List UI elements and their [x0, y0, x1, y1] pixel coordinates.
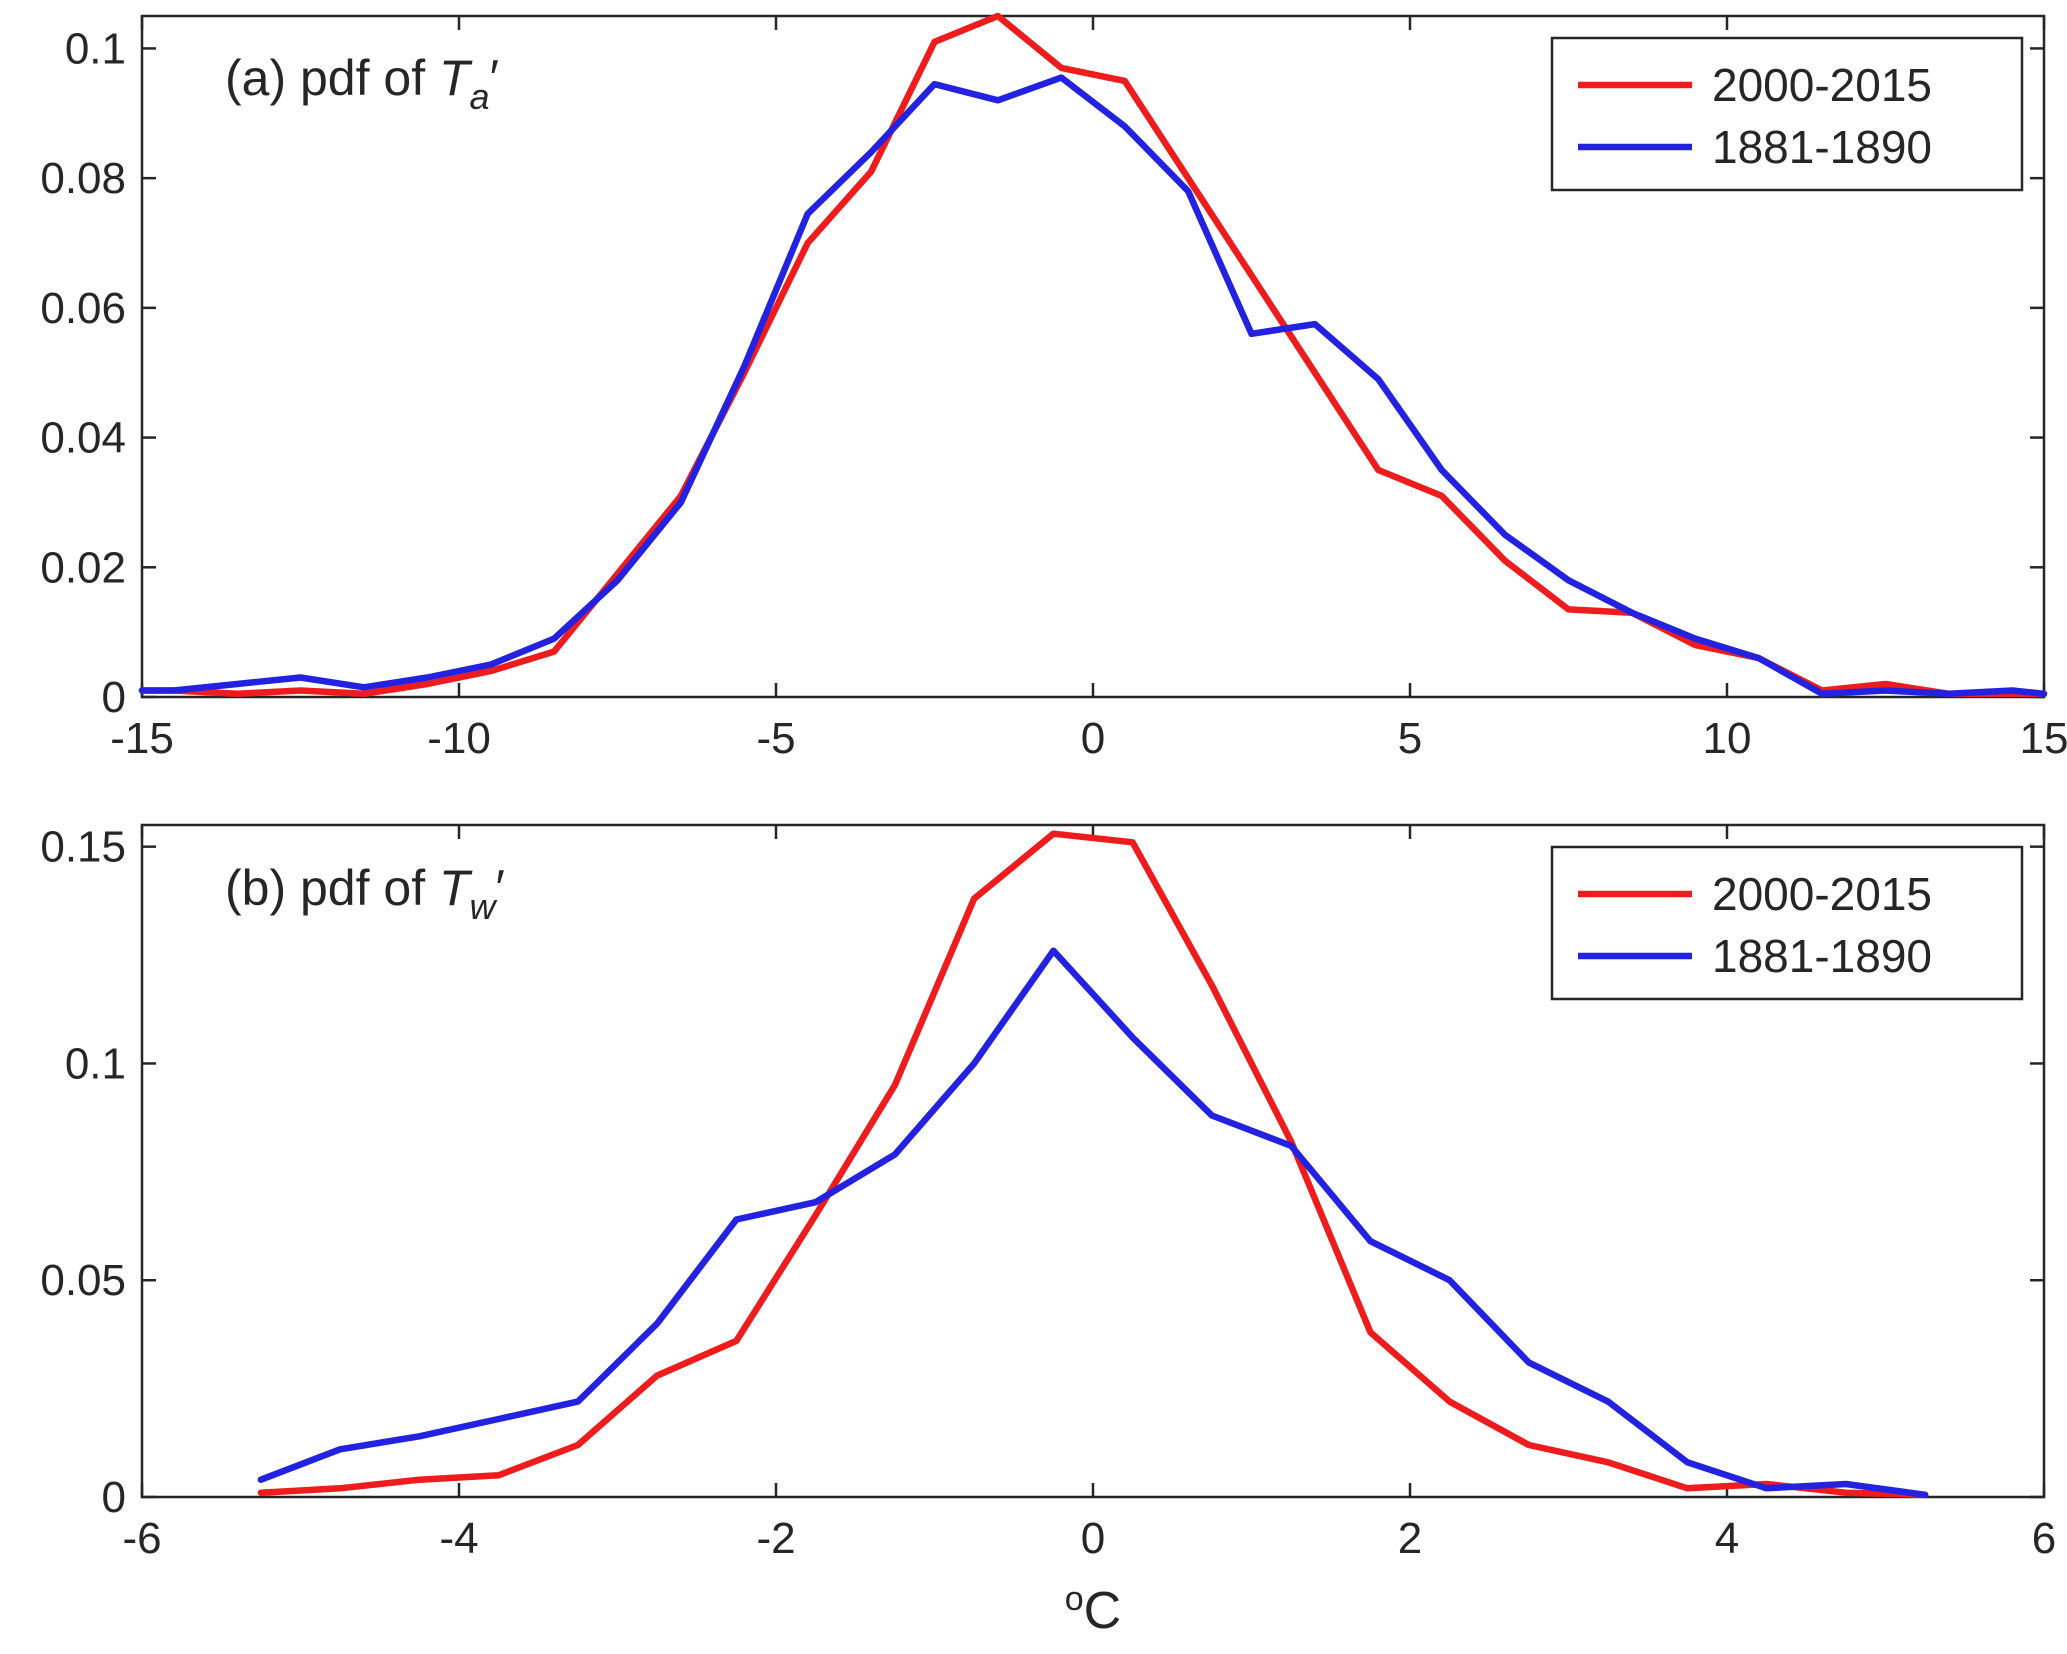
- x-tick-label: 2: [1398, 1514, 1422, 1563]
- x-tick-label: -5: [756, 714, 795, 763]
- x-tick-label: -10: [427, 714, 491, 763]
- panel-a: -15 -10 -5 0 5 10 15 0 0.02 0.04 0.06 0.08 0.1 (a) pd…: [40, 12, 2067, 763]
- y-tick-label: 0.08: [40, 154, 126, 203]
- series-line-2000-2015: [257, 830, 1929, 1499]
- panel-b: -6 -4 -2 0 2 4 6 0 0.05 0.1 0.15 (b) pdf of Tw′ 2000…: [40, 823, 2056, 1640]
- y-tick-label: 0.1: [65, 24, 126, 73]
- y-tick-label: 0: [102, 1473, 126, 1522]
- y-tick-label: 0.04: [40, 414, 126, 463]
- x-tick-label: 5: [1398, 714, 1422, 763]
- legend-box: [1550, 845, 2024, 1001]
- legend-box: [1550, 36, 2024, 192]
- panel-title-b: (b) pdf of Tw′: [225, 860, 505, 927]
- x-tick-label: 4: [1715, 1514, 1739, 1563]
- y-tick-label: 0.06: [40, 284, 126, 333]
- series-line-1881-1890: [257, 947, 1929, 1499]
- x-axis-label: oC: [1065, 1580, 1121, 1640]
- y-tick-label: 0: [102, 673, 126, 722]
- x-tick-label: -4: [439, 1514, 478, 1563]
- y-tick-label: 0.1: [65, 1039, 126, 1088]
- x-tick-label: 10: [1703, 714, 1752, 763]
- x-tick-label: -2: [756, 1514, 795, 1563]
- y-tick-label: 0.05: [40, 1256, 126, 1305]
- legend-label: 2000-2015: [1712, 868, 1932, 920]
- legend-label: 1881-1890: [1712, 121, 1932, 173]
- series-line-1881-1890: [138, 74, 2048, 698]
- panel-title-a: (a) pdf of Ta′: [225, 50, 499, 117]
- x-tick-label: 15: [2020, 714, 2067, 763]
- x-tick-label: -6: [122, 1514, 161, 1563]
- x-tick-label: -15: [110, 714, 174, 763]
- legend-label: 2000-2015: [1712, 59, 1932, 111]
- x-tick-label: 0: [1081, 1514, 1105, 1563]
- y-tick-label: 0.02: [40, 543, 126, 592]
- legend-label: 1881-1890: [1712, 930, 1932, 982]
- x-tick-label: 6: [2032, 1514, 2056, 1563]
- x-tick-label: 0: [1081, 714, 1105, 763]
- y-tick-label: 0.15: [40, 823, 126, 872]
